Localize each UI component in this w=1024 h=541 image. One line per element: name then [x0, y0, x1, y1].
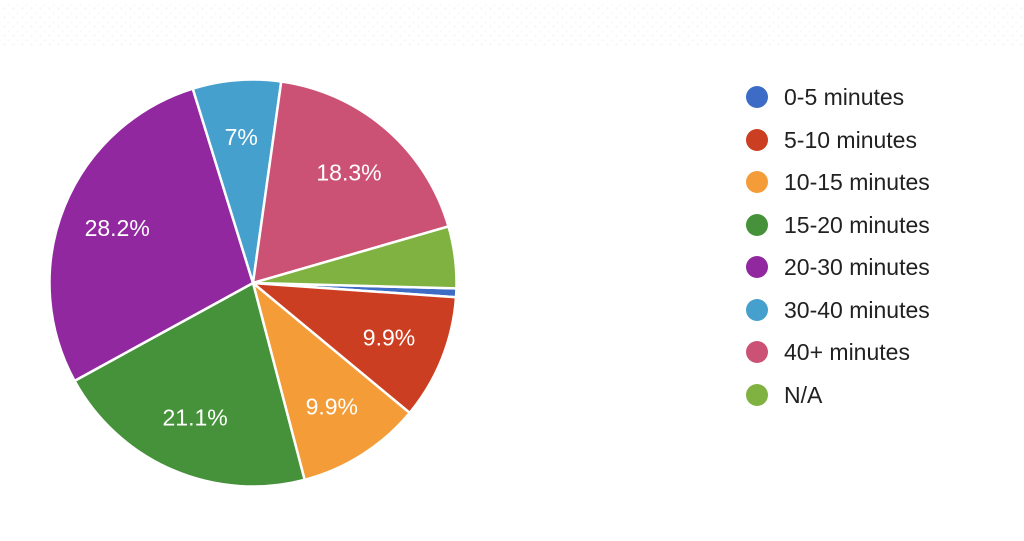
legend-color-dot-icon [746, 341, 768, 363]
legend-item-n-a: N/A [746, 383, 930, 407]
legend-color-dot-icon [746, 86, 768, 108]
legend-item-40-minutes: 40+ minutes [746, 340, 930, 364]
chart-legend: 0-5 minutes 5-10 minutes 10-15 minutes 15-2… [746, 85, 930, 425]
legend-color-dot-icon [746, 171, 768, 193]
legend-label: 40+ minutes [784, 339, 910, 365]
legend-item-15-20-minutes: 15-20 minutes [746, 213, 930, 237]
legend-color-dot-icon [746, 298, 768, 321]
legend-item-10-15-minutes: 10-15 minutes [746, 170, 930, 194]
pie-slice-15-20-minutes[interactable] [73, 281, 306, 488]
legend-item-20-30-minutes: 20-30 minutes [746, 255, 930, 279]
legend-label: 0-5 minutes [784, 84, 905, 110]
legend-label: 10-15 minutes [784, 169, 930, 195]
legend-label: 15-20 minutes [784, 211, 930, 238]
legend-label: 20-30 minutes [784, 254, 930, 280]
legend-item-30-40-minutes: 30-40 minutes [746, 298, 930, 322]
legend-label: 30-40 minutes [784, 296, 930, 323]
legend-item-0-5-minutes: 0-5 minutes [746, 85, 930, 109]
legend-color-dot-icon [746, 128, 768, 151]
pie-slice-5-10-minutes[interactable] [251, 281, 458, 415]
legend-color-dot-icon [746, 213, 768, 236]
pie-slice-n-a[interactable] [251, 225, 458, 290]
legend-label: 5-10 minutes [784, 126, 917, 153]
legend-color-dot-icon [746, 256, 768, 278]
legend-color-dot-icon [746, 383, 768, 406]
legend-item-5-10-minutes: 5-10 minutes [746, 128, 930, 152]
pie-slice-40-minutes[interactable] [251, 80, 450, 285]
pie-slice-20-30-minutes[interactable] [48, 87, 255, 383]
pie-chart: 9.9%9.9%21.1%28.2%7%18.3% [48, 78, 458, 488]
legend-label: N/A [784, 381, 823, 408]
